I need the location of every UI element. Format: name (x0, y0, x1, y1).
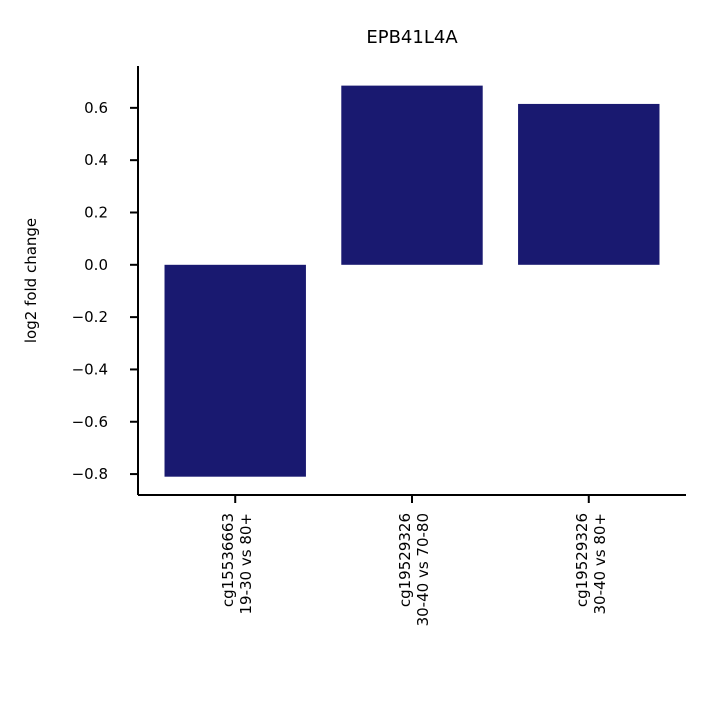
x-axis-ticks: cg1553666319-30 vs 80+ cg1952932630-40 vs… (219, 495, 609, 626)
bar-1 (164, 264, 306, 477)
y-tick-label: 0.4 (84, 151, 108, 169)
x-tick-label-line: 30-40 vs 70-80 (414, 513, 432, 626)
y-tick-label: −0.4 (72, 360, 108, 378)
y-tick-label: −0.8 (72, 465, 108, 483)
x-tick-label-line: cg19529326 (573, 513, 591, 607)
y-axis-ticks: 0.6 0.4 0.2 0.0 −0.2 −0.4 −0.6 −0.8 (72, 99, 138, 483)
bar-3 (518, 103, 660, 265)
x-tick-label-line: cg15536663 (219, 513, 237, 607)
bars-group (164, 85, 660, 477)
x-tick-label-line: 19-30 vs 80+ (237, 513, 255, 614)
x-tick-label-line: cg19529326 (396, 513, 414, 607)
y-tick-label: 0.0 (84, 256, 108, 274)
y-tick-label: −0.2 (72, 308, 108, 326)
x-tick-label: cg1553666319-30 vs 80+ (219, 513, 255, 614)
bar-2 (341, 85, 483, 265)
y-tick-label: −0.6 (72, 413, 108, 431)
x-tick-label: cg1952932630-40 vs 80+ (573, 513, 609, 614)
x-tick-label-line: 30-40 vs 80+ (591, 513, 609, 614)
x-tick-label: cg1952932630-40 vs 70-80 (396, 513, 432, 626)
y-tick-label: 0.2 (84, 203, 108, 221)
y-axis-label: log2 fold change (22, 218, 40, 343)
y-tick-label: 0.6 (84, 99, 108, 117)
chart-title: EPB41L4A (366, 27, 458, 48)
